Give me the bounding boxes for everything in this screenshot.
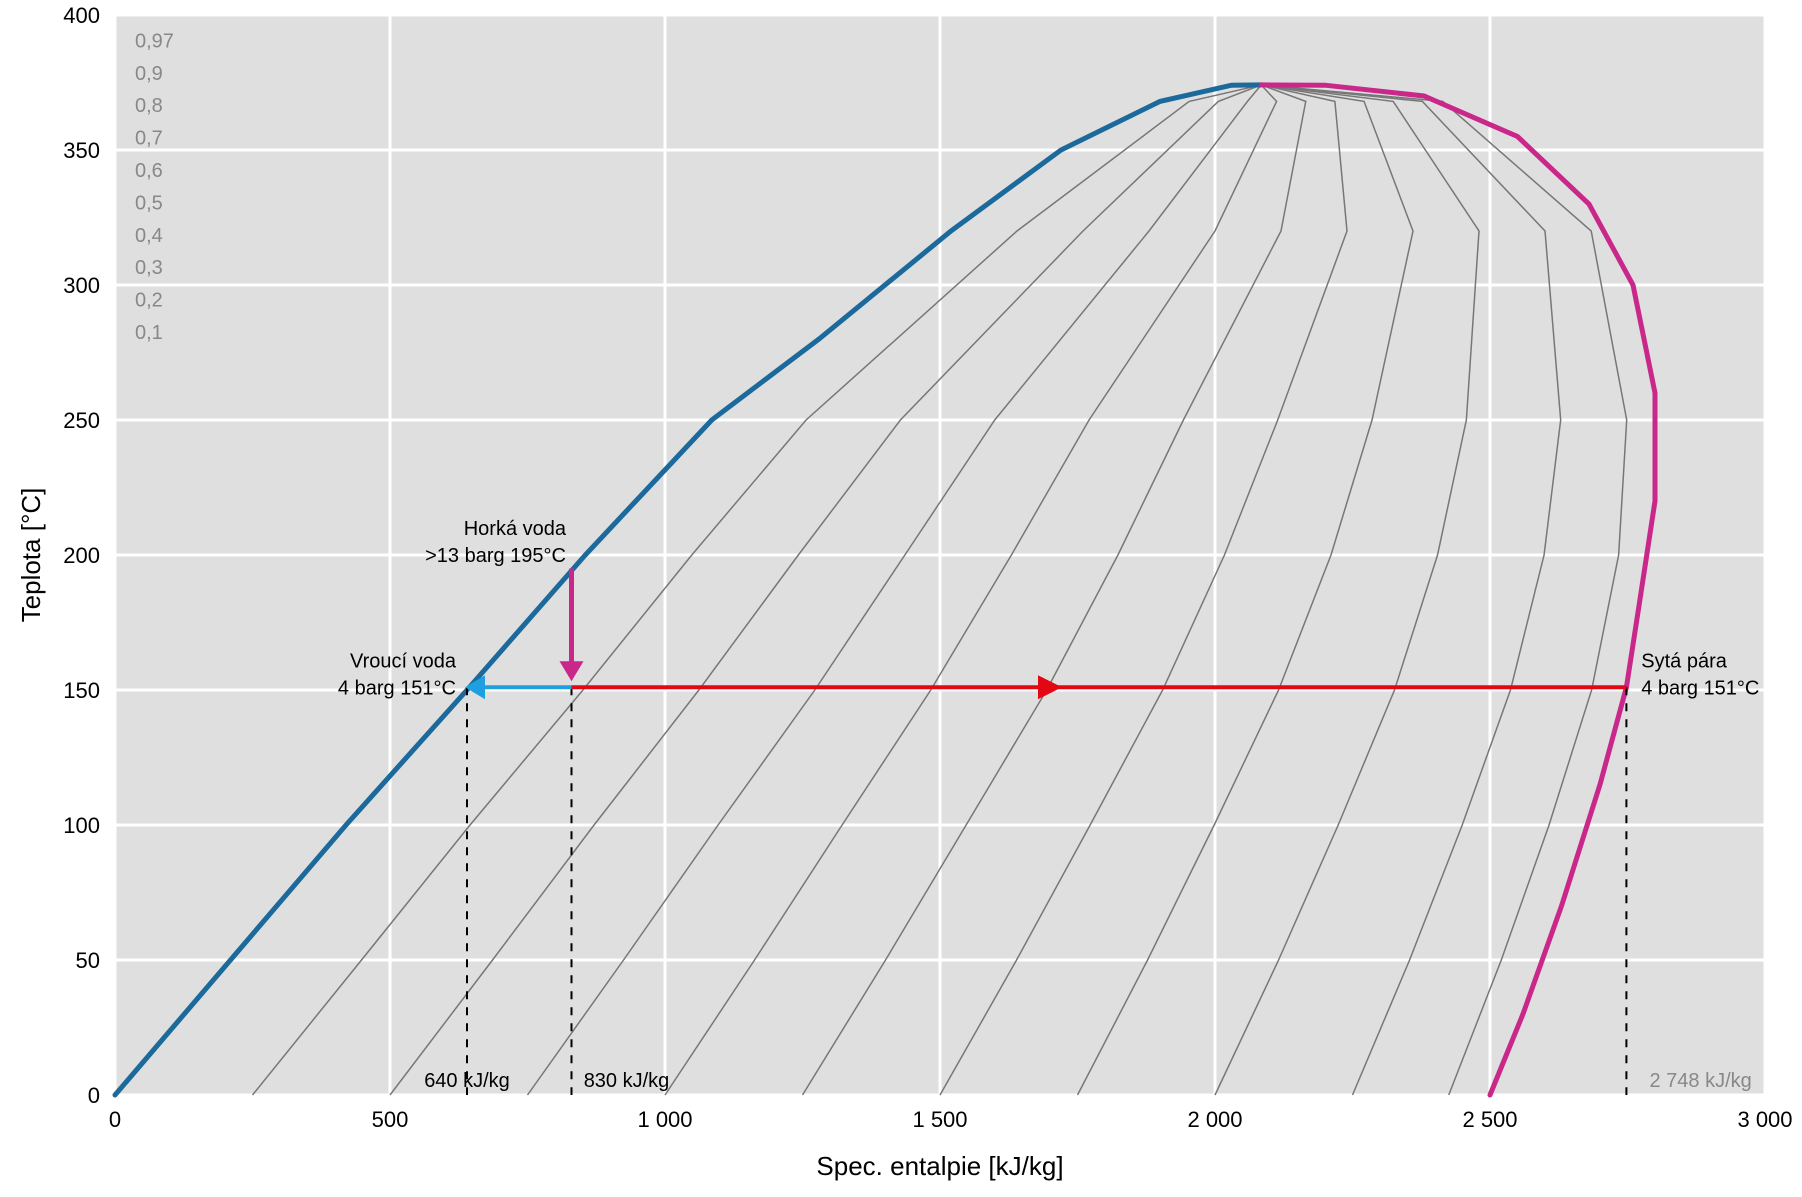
quality-label: 0,97: [135, 30, 174, 52]
annotation-vrouci_2: 4 barg 151°C: [338, 677, 456, 699]
quality-label: 0,5: [135, 192, 163, 214]
quality-label: 0,8: [135, 95, 163, 117]
annotation-syta_2: 4 barg 151°C: [1641, 677, 1759, 699]
enthalpy-label-h640: 640 kJ/kg: [424, 1070, 510, 1092]
x-tick-label: 3 000: [1737, 1107, 1792, 1132]
quality-label: 0,4: [135, 225, 163, 247]
y-tick-label: 0: [88, 1083, 100, 1108]
x-tick-label: 500: [372, 1107, 409, 1132]
x-axis-title: Spec. entalpie [kJ/kg]: [816, 1151, 1063, 1181]
x-tick-label: 1 500: [912, 1107, 967, 1132]
quality-label: 0,2: [135, 290, 163, 312]
enthalpy-label-h2748: 2 748 kJ/kg: [1650, 1070, 1752, 1092]
annotation-horka_voda_2: >13 barg 195°C: [425, 545, 566, 567]
x-tick-label: 0: [109, 1107, 121, 1132]
quality-label: 0,7: [135, 128, 163, 150]
quality-label: 0,3: [135, 257, 163, 279]
y-tick-label: 50: [76, 948, 100, 973]
chart-svg: 0 500 1 000 1 500 2 000 2 500 3 000 0 50 100 150 20…: [0, 0, 1802, 1197]
y-tick-label: 200: [63, 543, 100, 568]
enthalpy-label-h830: 830 kJ/kg: [584, 1070, 670, 1092]
annotation-vrouci_1: Vroucí voda: [350, 650, 457, 672]
y-axis-title: Teplota [°C]: [16, 488, 46, 623]
y-tick-label: 150: [63, 678, 100, 703]
y-tick-label: 100: [63, 813, 100, 838]
x-tick-label: 2 500: [1462, 1107, 1517, 1132]
y-tick-label: 350: [63, 138, 100, 163]
x-tick-label: 1 000: [637, 1107, 692, 1132]
x-tick-label: 2 000: [1187, 1107, 1242, 1132]
ts-enthalpy-chart: 0 500 1 000 1 500 2 000 2 500 3 000 0 50 100 150 20…: [0, 0, 1802, 1197]
y-tick-label: 300: [63, 273, 100, 298]
quality-label: 0,1: [135, 322, 163, 344]
annotation-horka_voda_1: Horká voda: [464, 518, 567, 540]
quality-label: 0,6: [135, 160, 163, 182]
quality-label: 0,9: [135, 63, 163, 85]
annotation-syta_1: Sytá pára: [1641, 650, 1727, 672]
y-tick-label: 250: [63, 408, 100, 433]
y-tick-label: 400: [63, 3, 100, 28]
